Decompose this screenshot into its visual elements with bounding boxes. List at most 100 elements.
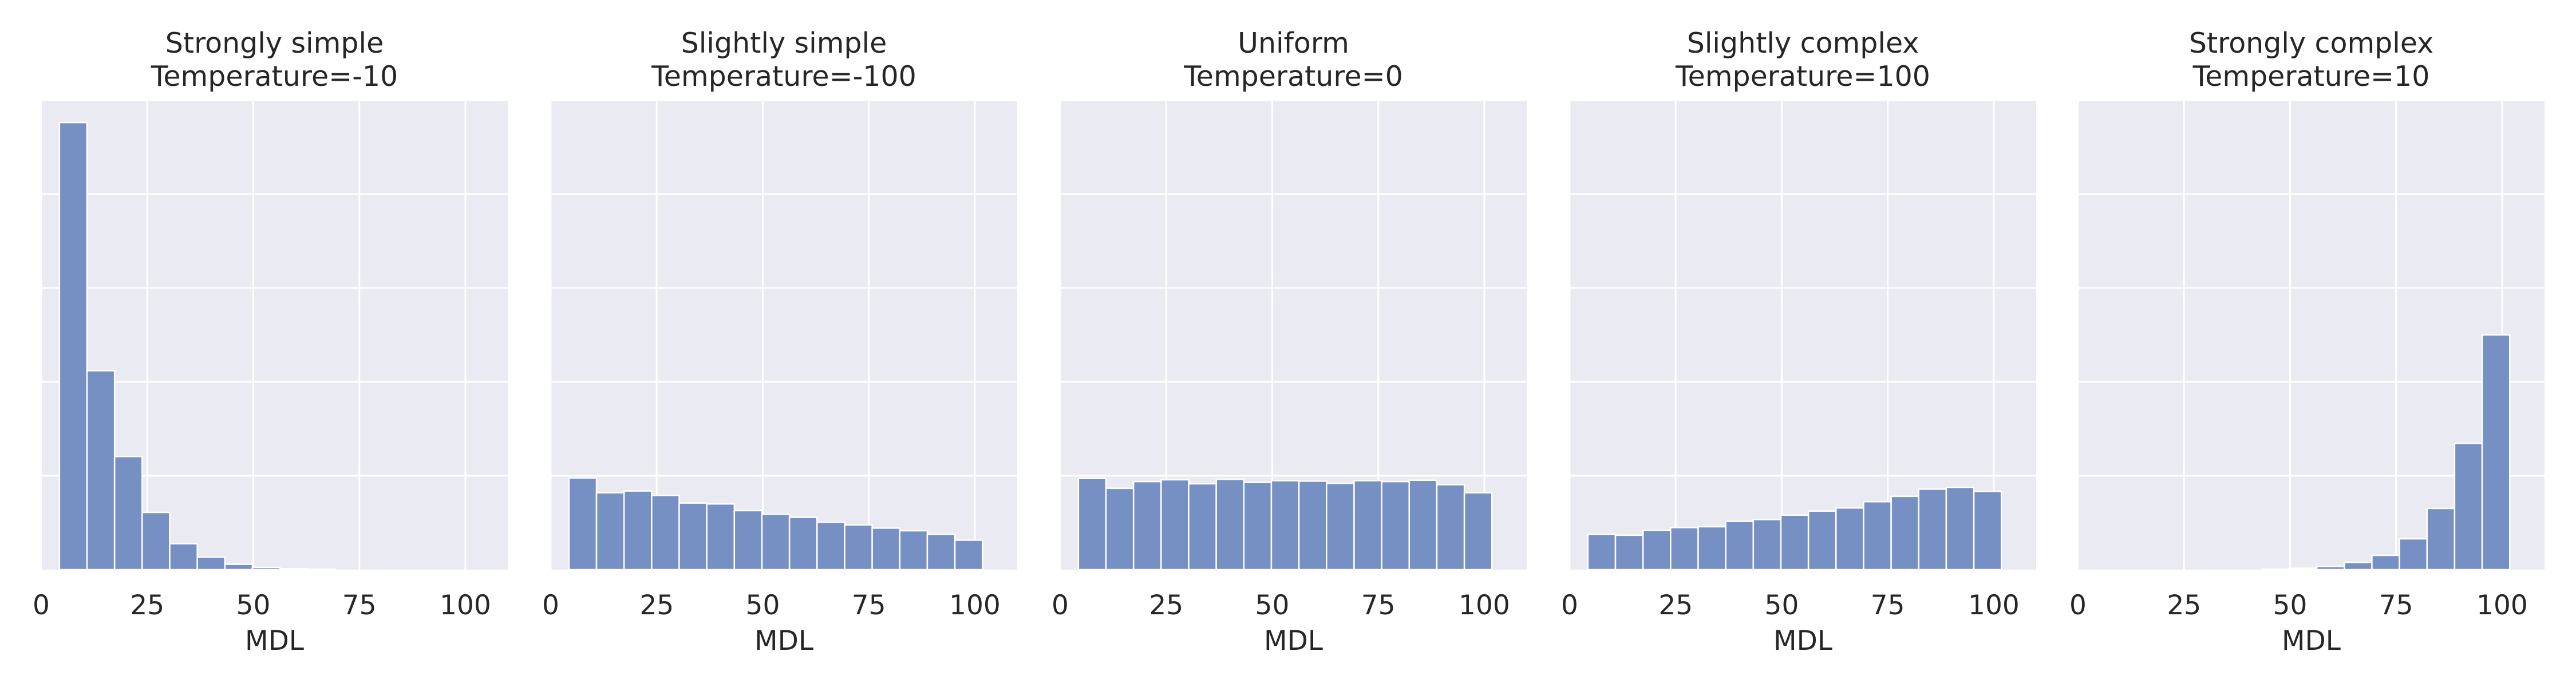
- histogram-bar: [1890, 495, 1920, 571]
- histogram-bar: [1807, 510, 1837, 571]
- histogram-bar: [113, 456, 143, 571]
- histogram-bar: [1725, 520, 1755, 571]
- x-tick-label: 0: [1561, 590, 1578, 621]
- x-tick-label: 100: [440, 590, 491, 621]
- histogram-bar: [1215, 478, 1245, 571]
- chart-subtitle: Temperature=0: [1183, 60, 1403, 93]
- x-tick-label: 0: [542, 590, 559, 621]
- histogram-bar: [1835, 507, 1864, 571]
- histogram-bar: [1863, 501, 1892, 571]
- histogram-bar: [1408, 479, 1438, 571]
- x-tick-label: 25: [130, 590, 164, 621]
- x-tick-label: 50: [236, 590, 271, 621]
- x-tick-label: 25: [1149, 590, 1183, 621]
- chart-title: Strongly simple: [165, 27, 384, 60]
- histogram-bar: [1188, 483, 1217, 571]
- histogram-bar: [1270, 480, 1300, 571]
- histogram-bar: [169, 543, 198, 571]
- histogram-bar: [926, 534, 956, 571]
- x-tick-label: 100: [2476, 590, 2528, 621]
- histogram-bar: [568, 477, 598, 571]
- histogram-bar: [651, 495, 680, 571]
- histogram-bar: [2344, 562, 2373, 571]
- histogram-bar: [1614, 534, 1644, 571]
- x-tick-label: 0: [33, 590, 50, 621]
- histogram-bar: [1918, 488, 1947, 571]
- x-axis-label: MDL: [1773, 625, 1832, 657]
- x-tick-label: 75: [1361, 590, 1396, 621]
- x-axis-label: MDL: [1264, 625, 1323, 657]
- histogram-bar: [279, 568, 309, 571]
- histogram-bar: [816, 521, 846, 571]
- histogram-bar: [2371, 554, 2400, 571]
- x-tick-label: 50: [746, 590, 780, 621]
- histogram-bar: [1298, 480, 1327, 571]
- histogram-bar: [2316, 566, 2345, 571]
- chart-subtitle: Temperature=-100: [651, 60, 916, 93]
- histogram-bar: [1697, 526, 1726, 571]
- histogram-bar: [2481, 334, 2511, 571]
- chart-title: Slightly complex: [1687, 27, 1919, 60]
- histogram-bar: [1243, 481, 1273, 571]
- histogram-bar: [58, 121, 88, 571]
- histogram-bar: [1160, 479, 1190, 571]
- histogram-bar: [1642, 530, 1672, 571]
- histogram-bar: [307, 568, 336, 571]
- histogram-bar: [954, 539, 983, 571]
- x-tick-label: 25: [2167, 590, 2201, 621]
- x-tick-label: 25: [1658, 590, 1693, 621]
- x-axis-label: MDL: [245, 625, 304, 657]
- chart-title: Uniform: [1238, 27, 1349, 60]
- histogram-bar: [1973, 491, 2002, 571]
- chart-subtitle: Temperature=10: [2192, 60, 2430, 93]
- x-tick-label: 25: [639, 590, 674, 621]
- x-tick-label: 50: [1255, 590, 1290, 621]
- histogram-bar: [788, 516, 818, 571]
- histogram-bar: [2426, 507, 2456, 571]
- histogram-bar: [1670, 527, 1699, 571]
- histogram-bar: [2261, 568, 2290, 571]
- histogram-bar: [1353, 480, 1382, 571]
- histogram-bar: [1587, 534, 1617, 571]
- histogram-bar: [871, 527, 901, 571]
- histogram-bar: [844, 524, 873, 571]
- histogram-bar: [224, 563, 254, 571]
- histogram-bar: [1945, 487, 1975, 571]
- histogram-bar: [86, 370, 116, 571]
- chart-subtitle: Temperature=100: [1675, 60, 1930, 93]
- x-tick-label: 50: [2273, 590, 2308, 621]
- x-tick-label: 100: [949, 590, 1001, 621]
- chart-title: Strongly complex: [2189, 27, 2433, 60]
- histogram-bar: [678, 502, 708, 571]
- chart-subtitle: Temperature=-10: [151, 60, 398, 93]
- x-tick-label: 0: [1052, 590, 1069, 621]
- x-tick-label: 75: [342, 590, 377, 621]
- x-tick-label: 0: [2069, 590, 2087, 621]
- histogram-bar: [1780, 514, 1809, 571]
- histogram-bar: [1077, 477, 1107, 571]
- x-tick-label: 75: [852, 590, 886, 621]
- histogram-bar: [761, 513, 791, 571]
- histogram-bar: [1105, 487, 1135, 571]
- histogram-bar: [2399, 538, 2428, 571]
- histogram-bar: [1463, 492, 1493, 571]
- histogram-bar: [1326, 483, 1355, 571]
- histogram-bar: [2288, 567, 2318, 571]
- histogram-bar: [1132, 480, 1162, 571]
- x-tick-label: 100: [1459, 590, 1510, 621]
- x-axis-label: MDL: [754, 625, 813, 657]
- x-axis-label: MDL: [2282, 625, 2341, 657]
- histogram-bar: [1752, 519, 1782, 571]
- histogram-bar: [141, 511, 171, 571]
- histogram-bar: [899, 530, 929, 571]
- x-tick-label: 75: [1871, 590, 1905, 621]
- x-tick-label: 100: [1968, 590, 2020, 621]
- histogram-bar: [733, 510, 763, 571]
- histogram-bar: [706, 503, 736, 571]
- histogram-bar: [1436, 484, 1465, 571]
- histogram-bar: [623, 490, 653, 571]
